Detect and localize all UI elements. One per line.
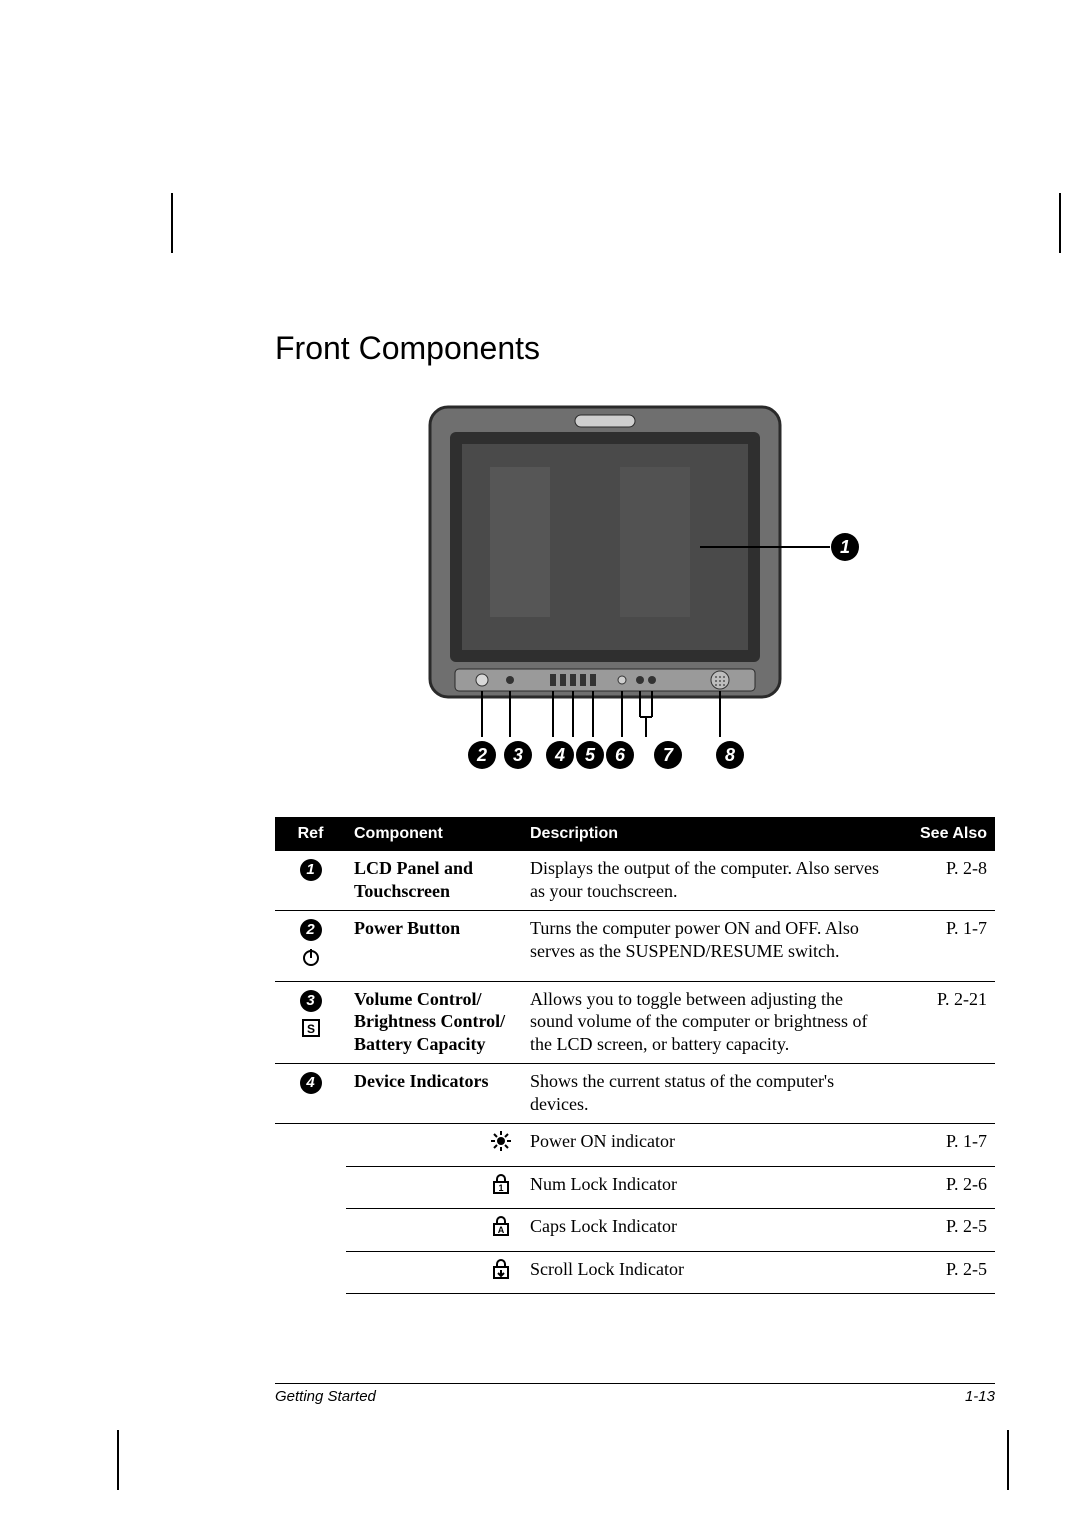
page-content: Front Components	[275, 330, 995, 1294]
indicator-row: Power ON indicator P. 1-7	[275, 1124, 995, 1167]
table-row: 3 S Volume Control/ Brightness Control/ …	[275, 981, 995, 1064]
components-table: Ref Component Description See Also 1 LCD…	[275, 817, 995, 1294]
th-description: Description	[522, 818, 889, 850]
page-title: Front Components	[275, 330, 995, 367]
ref-badge: 2	[300, 919, 322, 941]
component-description: Displays the output of the computer. Als…	[522, 850, 889, 911]
footer-page-number: 1-13	[965, 1388, 995, 1405]
see-also: P. 1-7	[889, 1124, 995, 1167]
th-component: Component	[346, 818, 522, 850]
indicator-description: Power ON indicator	[522, 1124, 889, 1167]
see-also: P. 2-8	[889, 850, 995, 911]
see-also: P. 2-5	[889, 1209, 995, 1252]
th-ref: Ref	[275, 818, 346, 850]
caps-lock-icon: A	[490, 1221, 512, 1241]
indicator-row: 1 Num Lock Indicator P. 2-6	[275, 1166, 995, 1209]
svg-text:2: 2	[476, 745, 487, 765]
indicator-row: A Caps Lock Indicator P. 2-5	[275, 1209, 995, 1252]
component-description: Allows you to toggle between adjusting t…	[522, 981, 889, 1064]
crop-mark	[171, 193, 173, 253]
crop-mark	[1007, 1430, 1009, 1490]
see-also: P. 2-6	[889, 1166, 995, 1209]
footer-section: Getting Started	[275, 1388, 376, 1405]
component-name: Power Button	[346, 911, 522, 982]
device-figure: 1 2 3 4 5 6	[400, 397, 870, 797]
page-footer: Getting Started 1-13	[275, 1383, 995, 1405]
see-also: P. 1-7	[889, 911, 995, 982]
power-icon	[283, 947, 338, 973]
sun-icon	[490, 1136, 512, 1156]
svg-text:S: S	[306, 1022, 314, 1036]
manual-page: Front Components	[0, 0, 1080, 1528]
s-box-icon: S	[283, 1018, 338, 1044]
indicator-description: Scroll Lock Indicator	[522, 1251, 889, 1294]
num-lock-icon: 1	[490, 1179, 512, 1199]
see-also: P. 2-21	[889, 981, 995, 1064]
component-name: LCD Panel and Touchscreen	[346, 850, 522, 911]
svg-text:1: 1	[840, 537, 850, 557]
crop-mark	[1059, 193, 1061, 253]
svg-text:A: A	[498, 1225, 505, 1235]
component-description: Shows the current status of the computer…	[522, 1064, 889, 1124]
component-description: Turns the computer power ON and OFF. Als…	[522, 911, 889, 982]
indicator-description: Caps Lock Indicator	[522, 1209, 889, 1252]
ref-badge: 4	[300, 1072, 322, 1094]
scroll-lock-icon	[490, 1264, 512, 1284]
svg-text:1: 1	[498, 1183, 503, 1193]
svg-text:8: 8	[725, 745, 735, 765]
ref-badge: 1	[300, 859, 322, 881]
component-name: Device Indicators	[346, 1064, 522, 1124]
component-name: Volume Control/ Brightness Control/ Batt…	[346, 981, 522, 1064]
ref-badge: 3	[300, 990, 322, 1012]
table-row: 4 Device Indicators Shows the current st…	[275, 1064, 995, 1124]
indicator-row: Scroll Lock Indicator P. 2-5	[275, 1251, 995, 1294]
crop-mark	[117, 1430, 119, 1490]
see-also: P. 2-5	[889, 1251, 995, 1294]
svg-text:3: 3	[513, 745, 523, 765]
svg-text:6: 6	[615, 745, 626, 765]
th-see-also: See Also	[889, 818, 995, 850]
svg-text:4: 4	[554, 745, 565, 765]
indicator-description: Num Lock Indicator	[522, 1166, 889, 1209]
svg-text:5: 5	[585, 745, 596, 765]
see-also	[889, 1064, 995, 1124]
table-row: 1 LCD Panel and Touchscreen Displays the…	[275, 850, 995, 911]
svg-text:7: 7	[663, 745, 674, 765]
table-row: 2 Power Button Turns the computer power …	[275, 911, 995, 982]
